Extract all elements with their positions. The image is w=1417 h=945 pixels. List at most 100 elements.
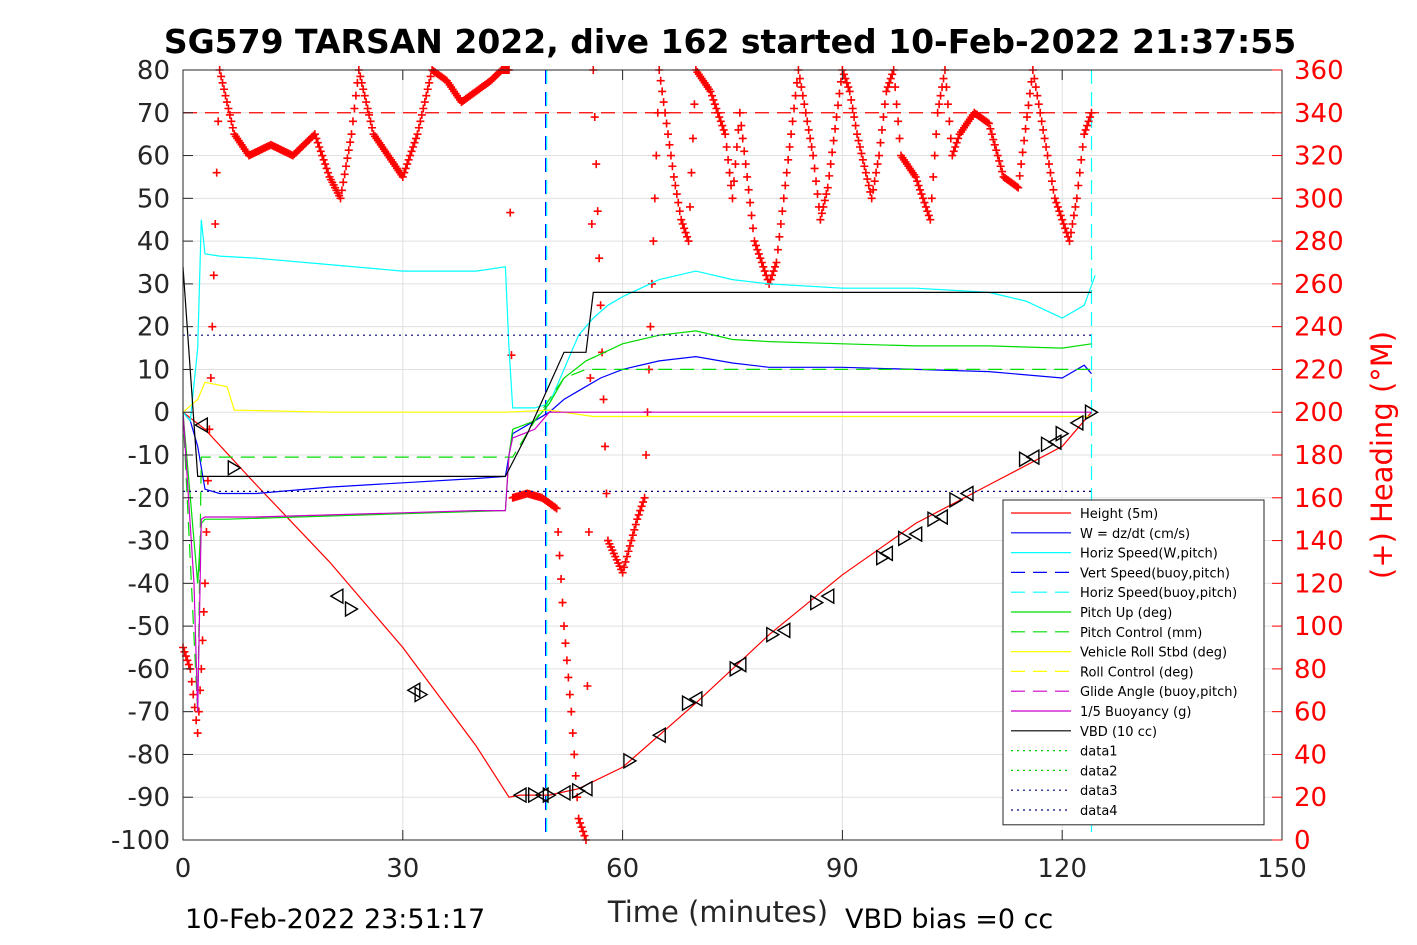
heading-point-368 <box>712 104 721 113</box>
heading-point-288 <box>595 254 604 263</box>
heading-point-261 <box>555 551 564 560</box>
heading-point-285 <box>590 113 599 122</box>
heading-point-265 <box>561 639 570 648</box>
heading-point-117 <box>347 130 356 139</box>
heading-point-339 <box>669 172 678 181</box>
heading-point-412 <box>776 220 785 228</box>
heading-point-533 <box>954 134 963 143</box>
heading-point-488 <box>888 70 897 79</box>
y-tick-label-6: 20 <box>137 313 170 343</box>
heading-point-118 <box>348 117 357 126</box>
x-tick-label-4: 120 <box>1037 854 1087 884</box>
heading-point-598 <box>1049 185 1058 194</box>
heading-point-394 <box>750 237 759 246</box>
heading-point-30 <box>221 91 230 100</box>
heading-point-310 <box>627 536 636 545</box>
y-tick-label-12: -40 <box>128 569 170 599</box>
heading-point-480 <box>876 138 885 147</box>
heading-point-287 <box>593 207 602 216</box>
heading-point-125 <box>359 85 368 94</box>
heading-point-162 <box>413 130 422 139</box>
heading-point-528 <box>946 134 955 143</box>
heading-point-413 <box>778 207 787 216</box>
heading-point-471 <box>863 175 872 184</box>
heading-point-9 <box>192 716 201 725</box>
heading-point-266 <box>562 656 571 665</box>
heading-point-401 <box>760 267 769 276</box>
right-tick-label-14: 80 <box>1294 655 1327 685</box>
heading-point-337 <box>666 151 675 160</box>
heading-point-476 <box>870 177 879 186</box>
right-tick-label-6: 240 <box>1294 313 1344 343</box>
heading-point-344 <box>677 215 686 224</box>
heading-point-349 <box>684 237 693 246</box>
heading-point-529 <box>948 151 957 160</box>
heading-point-460 <box>847 95 856 104</box>
heading-point-161 <box>411 134 420 143</box>
heading-point-399 <box>757 258 766 267</box>
marker-point-9 <box>542 786 557 804</box>
y-tick-label-10: -20 <box>128 484 170 514</box>
heading-point-131 <box>368 123 377 132</box>
heading-point-350 <box>686 202 695 211</box>
heading-point-556 <box>987 130 996 139</box>
heading-point-260 <box>554 528 563 536</box>
heading-point-7 <box>189 690 198 699</box>
heading-point-35 <box>228 123 237 132</box>
marker-point-8 <box>534 786 549 804</box>
heading-point-153 <box>400 168 409 177</box>
marker-point-15 <box>681 694 696 712</box>
heading-point-94 <box>315 143 324 151</box>
heading-point-479 <box>875 151 884 160</box>
heading-point-415 <box>781 181 790 190</box>
heading-point-585 <box>1030 74 1039 83</box>
heading-point-531 <box>951 143 960 151</box>
heading-point-336 <box>665 140 674 149</box>
heading-point-286 <box>592 160 601 169</box>
heading-point-604 <box>1058 215 1067 224</box>
heading-point-442 <box>820 196 829 205</box>
heading-point-307 <box>622 552 631 561</box>
heading-point-603 <box>1056 211 1065 220</box>
marker-point-7 <box>527 786 543 804</box>
heading-point-268 <box>565 690 574 699</box>
heading-point-347 <box>681 228 690 237</box>
heading-point-154 <box>401 164 410 173</box>
marker-point-20 <box>776 622 791 639</box>
heading-point-33 <box>225 110 234 119</box>
heading-point-308 <box>624 547 633 556</box>
heading-point-431 <box>804 125 813 134</box>
heading-point-600 <box>1052 198 1061 207</box>
heading-point-282 <box>586 374 595 382</box>
marker-point-14 <box>651 726 666 744</box>
heading-point-487 <box>886 74 895 83</box>
heading-point-115 <box>344 146 353 155</box>
heading-point-586 <box>1031 83 1040 92</box>
heading-point-388 <box>741 160 750 169</box>
heading-point-367 <box>710 100 719 109</box>
heading-point-407 <box>769 267 778 276</box>
marker-point-2 <box>329 587 344 605</box>
heading-point-280 <box>583 682 592 690</box>
heading-point-507 <box>916 185 925 194</box>
heading-point-119 <box>350 104 359 113</box>
heading-point-555 <box>986 124 995 133</box>
legend-label-7: Vehicle Roll Stbd (deg) <box>1080 646 1227 661</box>
heading-point-341 <box>672 190 681 199</box>
y-tick-label-8: 0 <box>153 398 170 428</box>
heading-point-530 <box>949 147 958 156</box>
right-tick-label-11: 140 <box>1294 527 1344 557</box>
heading-point-311 <box>628 531 637 540</box>
heading-point-164 <box>416 117 425 126</box>
legend-label-10: 1/5 Buoyancy (g) <box>1080 705 1191 720</box>
heading-point-510 <box>920 198 929 207</box>
heading-point-422 <box>791 91 800 100</box>
heading-point-317 <box>637 502 646 511</box>
legend-label-4: Horiz Speed(buoy,pitch) <box>1080 586 1237 601</box>
heading-point-617 <box>1077 155 1086 164</box>
heading-point-386 <box>738 134 747 143</box>
heading-point-97 <box>319 155 328 164</box>
heading-point-561 <box>995 156 1004 165</box>
heading-point-624 <box>1087 108 1096 117</box>
